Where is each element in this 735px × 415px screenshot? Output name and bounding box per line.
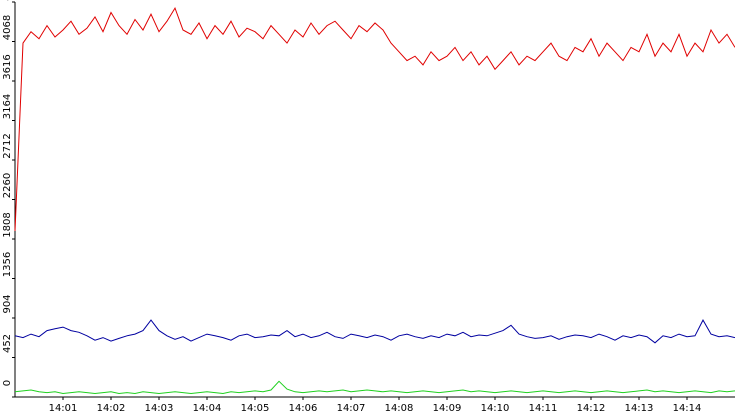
x-tick-label: 14:12: [577, 403, 606, 414]
x-tick-label: 14:06: [289, 403, 318, 414]
x-tick-label: 14:05: [241, 403, 270, 414]
series-line: [14, 319, 735, 344]
series-line: [14, 6, 735, 232]
y-tick-label: 3164: [2, 94, 13, 119]
y-tick-label: 452: [2, 334, 13, 353]
x-tick-label: 14:04: [193, 403, 222, 414]
y-tick-label: 4520: [2, 0, 13, 1]
x-tick-label: 14:02: [97, 403, 126, 414]
y-tick-label: 4068: [2, 15, 13, 40]
x-tick-label: 14:13: [625, 403, 654, 414]
x-tick-label: 14:11: [529, 403, 558, 414]
x-tick-label: 14:03: [145, 403, 174, 414]
x-tick-label: 14:07: [337, 403, 366, 414]
y-tick-label: 2260: [2, 173, 13, 198]
y-tick-label: 3616: [2, 54, 13, 79]
x-tick-label: 14:09: [433, 403, 462, 414]
x-tick-label: 14:10: [481, 403, 510, 414]
y-tick-label: 1356: [2, 252, 13, 277]
x-tick-label: 14:08: [385, 403, 414, 414]
x-tick-label: 14:01: [49, 403, 78, 414]
x-tick-label: 14:14: [673, 403, 702, 414]
y-tick-label: 1808: [2, 212, 13, 237]
y-tick-label: 2712: [2, 133, 13, 158]
series-line: [14, 380, 735, 395]
y-tick-label: 0: [2, 380, 13, 386]
y-tick-label: 904: [2, 294, 13, 313]
